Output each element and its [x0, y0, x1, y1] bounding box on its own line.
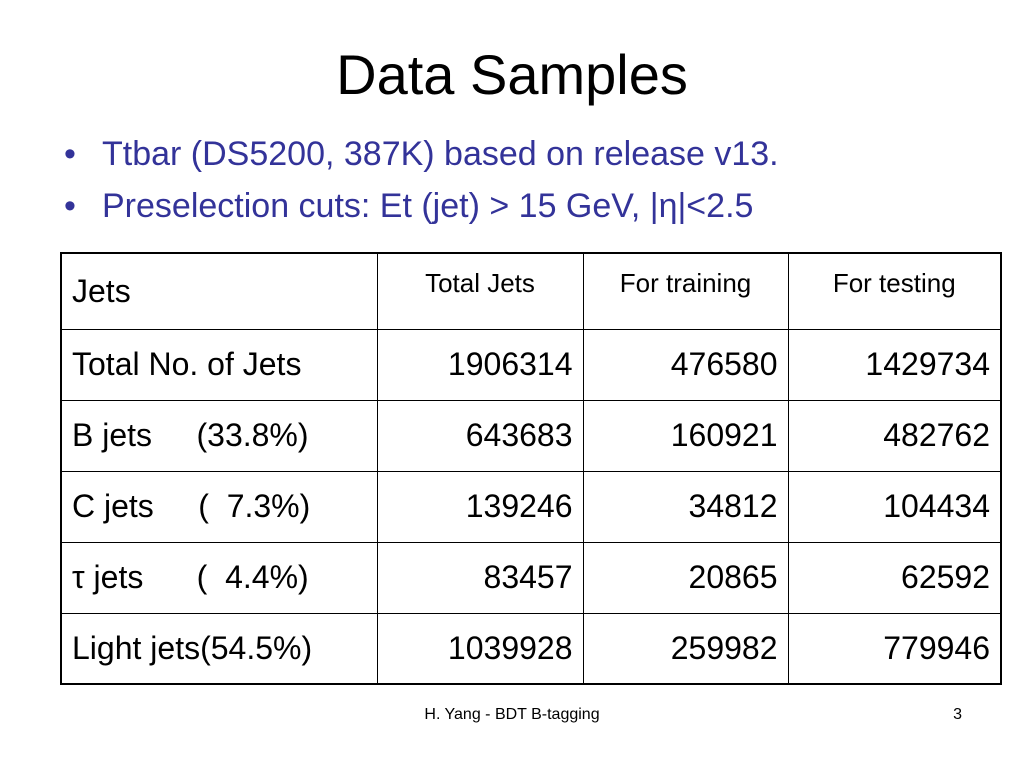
bullet-list: • Ttbar (DS5200, 387K) based on release …: [64, 128, 779, 232]
slide-title: Data Samples: [336, 43, 688, 106]
cell-training: 34812: [582, 470, 789, 543]
cell-testing: 104434: [787, 470, 1002, 543]
cell-total: 83457: [376, 541, 584, 614]
cell-total: 1039928: [376, 612, 584, 685]
table-row: τ jets ( 4.4%) 83457 20865 62592: [60, 541, 1002, 614]
cell-total: 139246: [376, 470, 584, 543]
bullet-text: Ttbar (DS5200, 387K) based on release v1…: [102, 135, 779, 173]
cell-testing: 62592: [787, 541, 1002, 614]
row-label: C jets ( 7.3%): [60, 470, 378, 543]
cell-testing: 482762: [787, 399, 1002, 472]
cell-training: 160921: [582, 399, 789, 472]
footer-text: H. Yang - BDT B-tagging: [424, 706, 600, 723]
table-row: Total No. of Jets 1906314 476580 1429734: [60, 328, 1002, 401]
table-row: C jets ( 7.3%) 139246 34812 104434: [60, 470, 1002, 543]
bullet-text: Preselection cuts: Et (jet) > 15 GeV, |η…: [102, 187, 754, 225]
bullet-item: • Ttbar (DS5200, 387K) based on release …: [64, 128, 779, 180]
bullet-dot-icon: •: [64, 135, 76, 173]
row-label: Light jets(54.5%): [60, 612, 378, 685]
row-label: B jets (33.8%): [60, 399, 378, 472]
cell-total: 643683: [376, 399, 584, 472]
header-jets: Jets: [60, 252, 378, 330]
header-for-testing: For testing: [787, 252, 1002, 330]
cell-total: 1906314: [376, 328, 584, 401]
cell-training: 20865: [582, 541, 789, 614]
cell-testing: 1429734: [787, 328, 1002, 401]
header-total-jets: Total Jets: [376, 252, 584, 330]
cell-training: 476580: [582, 328, 789, 401]
page-number: 3: [953, 706, 962, 723]
bullet-item: • Preselection cuts: Et (jet) > 15 GeV, …: [64, 180, 779, 232]
row-label: Total No. of Jets: [60, 328, 378, 401]
row-label: τ jets ( 4.4%): [60, 541, 378, 614]
bullet-dot-icon: •: [64, 187, 76, 225]
cell-training: 259982: [582, 612, 789, 685]
cell-testing: 779946: [787, 612, 1002, 685]
table-row: Light jets(54.5%) 1039928 259982 779946: [60, 612, 1002, 685]
jets-table: Jets Total Jets For training For testing…: [60, 252, 1002, 685]
header-for-training: For training: [582, 252, 789, 330]
table-header-row: Jets Total Jets For training For testing: [60, 252, 1002, 330]
table-row: B jets (33.8%) 643683 160921 482762: [60, 399, 1002, 472]
